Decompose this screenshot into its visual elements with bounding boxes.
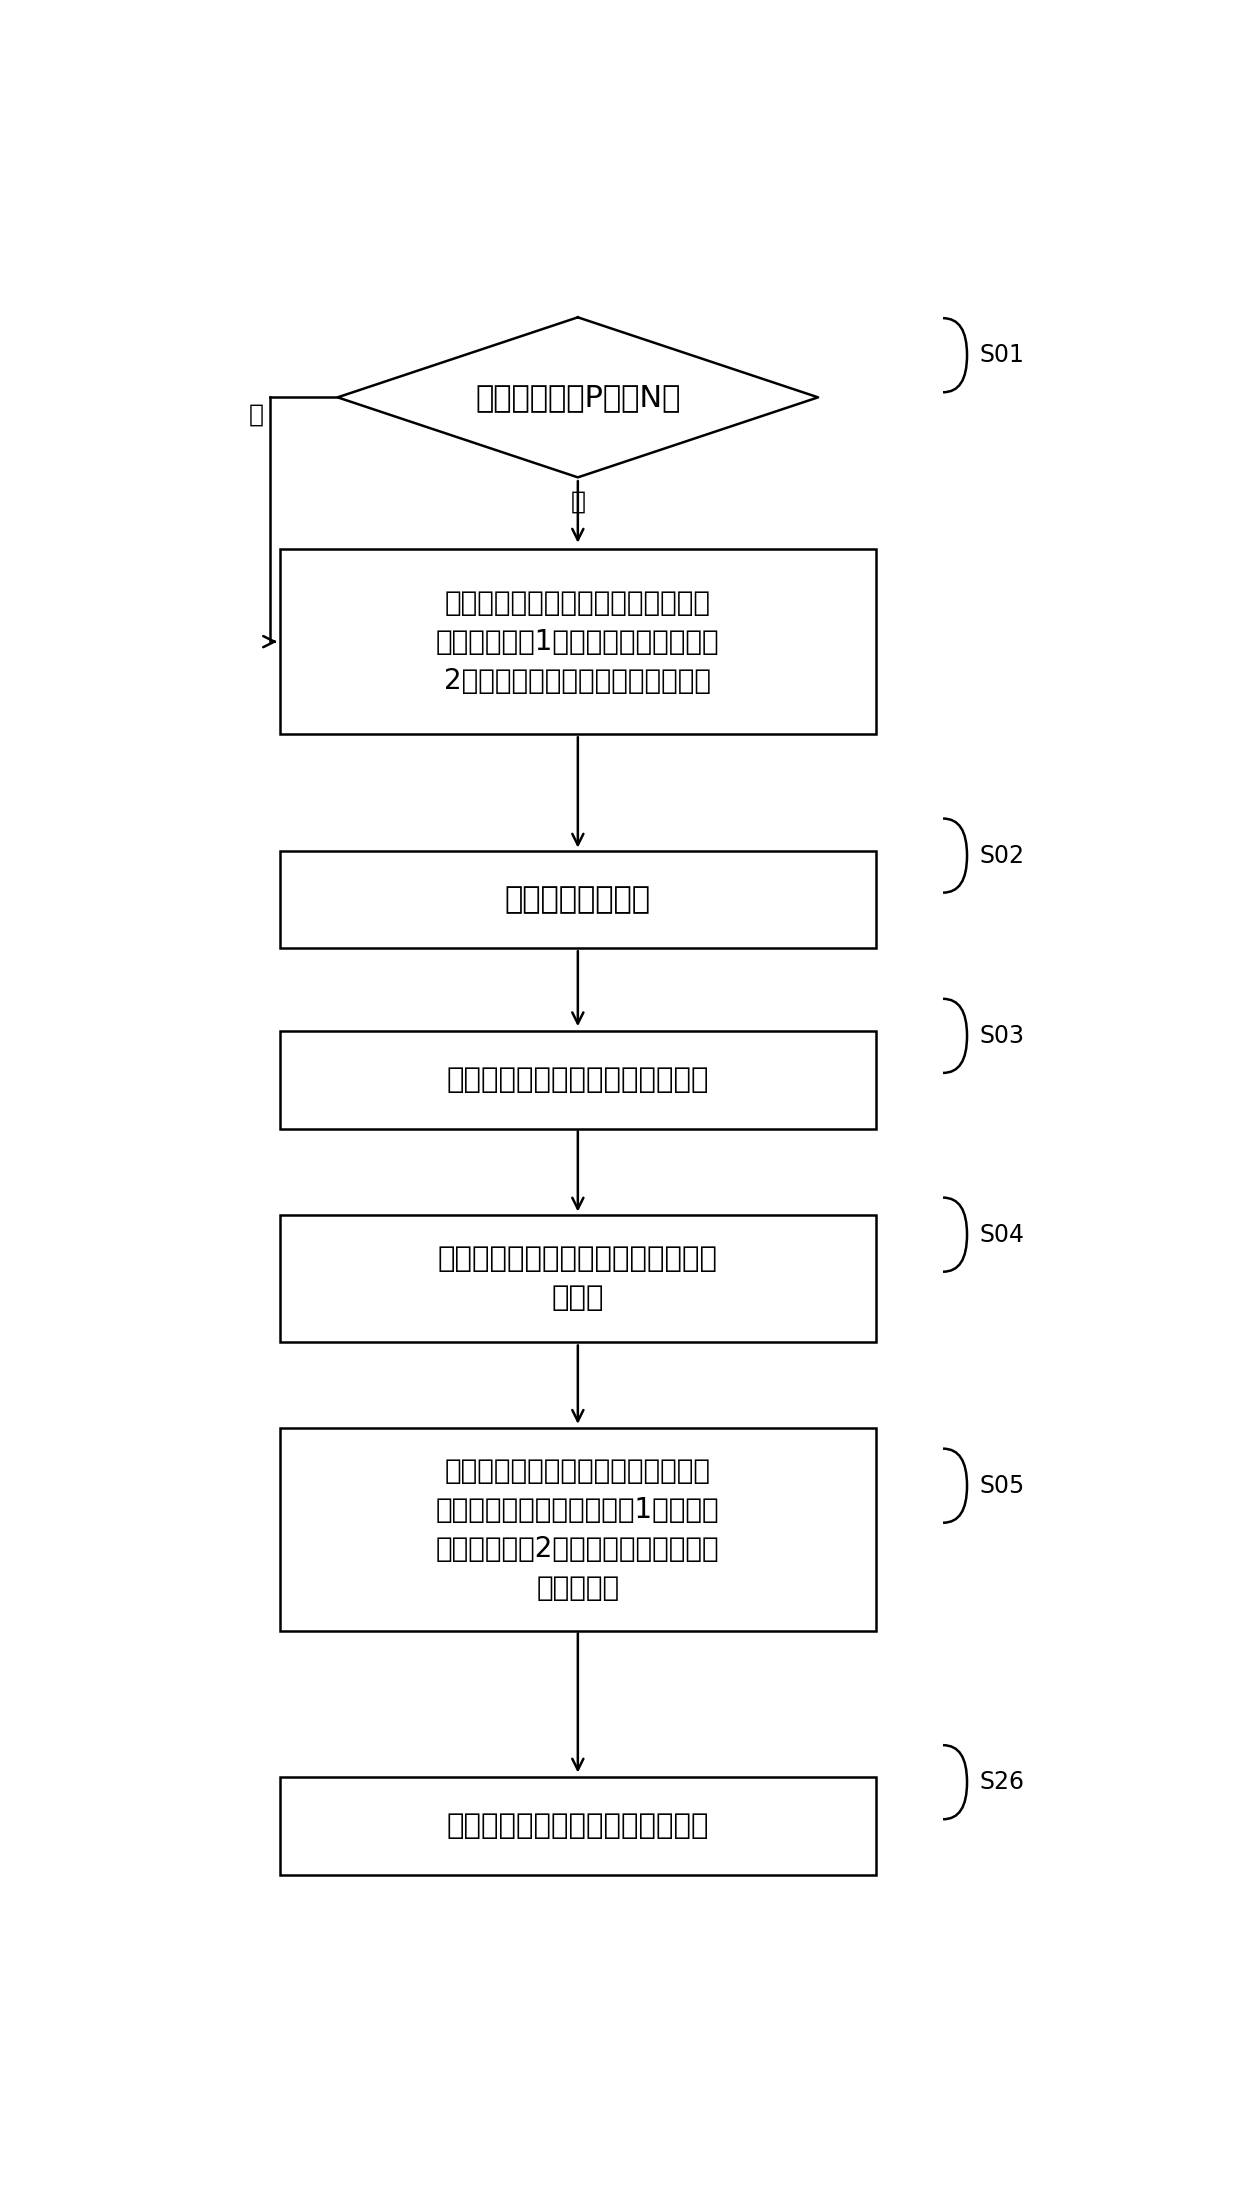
Text: S01: S01 xyxy=(980,344,1024,368)
Text: 将当前油门开度对应扭矩对应的期望
压力、离合器1的期望压力、和离合器
2的期望压力中的最大值作为主油压: 将当前油门开度对应扭矩对应的期望 压力、离合器1的期望压力、和离合器 2的期望压… xyxy=(436,589,719,694)
Text: 将备选主油压、当前油门开度对应扭
矩对应的期望压力、离合器1的期望压
力、和离合器2的期望压力中的最大值
作为主油压: 将备选主油压、当前油门开度对应扭 矩对应的期望压力、离合器1的期望压 力、和离合… xyxy=(436,1457,719,1602)
Text: S26: S26 xyxy=(980,1770,1024,1794)
FancyBboxPatch shape xyxy=(280,1031,875,1129)
Text: 换挡手柄位于P挡或N挡: 换挡手柄位于P挡或N挡 xyxy=(475,383,681,411)
Text: S02: S02 xyxy=(980,845,1024,869)
FancyBboxPatch shape xyxy=(280,1429,875,1630)
Text: 获取当前整车工况: 获取当前整车工况 xyxy=(505,884,651,915)
Text: 根据当前整车工况获取备选主油压: 根据当前整车工况获取备选主油压 xyxy=(446,1066,709,1094)
Text: S04: S04 xyxy=(980,1223,1024,1247)
Text: 设定主油压的最小值为第一标定值: 设定主油压的最小值为第一标定值 xyxy=(446,1812,709,1840)
Text: 是: 是 xyxy=(570,490,585,514)
FancyBboxPatch shape xyxy=(280,549,875,735)
Text: 获取当前油门开度对应扭矩对应的期
望压力: 获取当前油门开度对应扭矩对应的期 望压力 xyxy=(438,1245,718,1313)
FancyBboxPatch shape xyxy=(280,1777,875,1875)
FancyBboxPatch shape xyxy=(280,1214,875,1341)
Text: S03: S03 xyxy=(980,1024,1024,1048)
Text: 否: 否 xyxy=(248,403,263,427)
Text: S05: S05 xyxy=(980,1475,1024,1499)
FancyBboxPatch shape xyxy=(280,851,875,947)
